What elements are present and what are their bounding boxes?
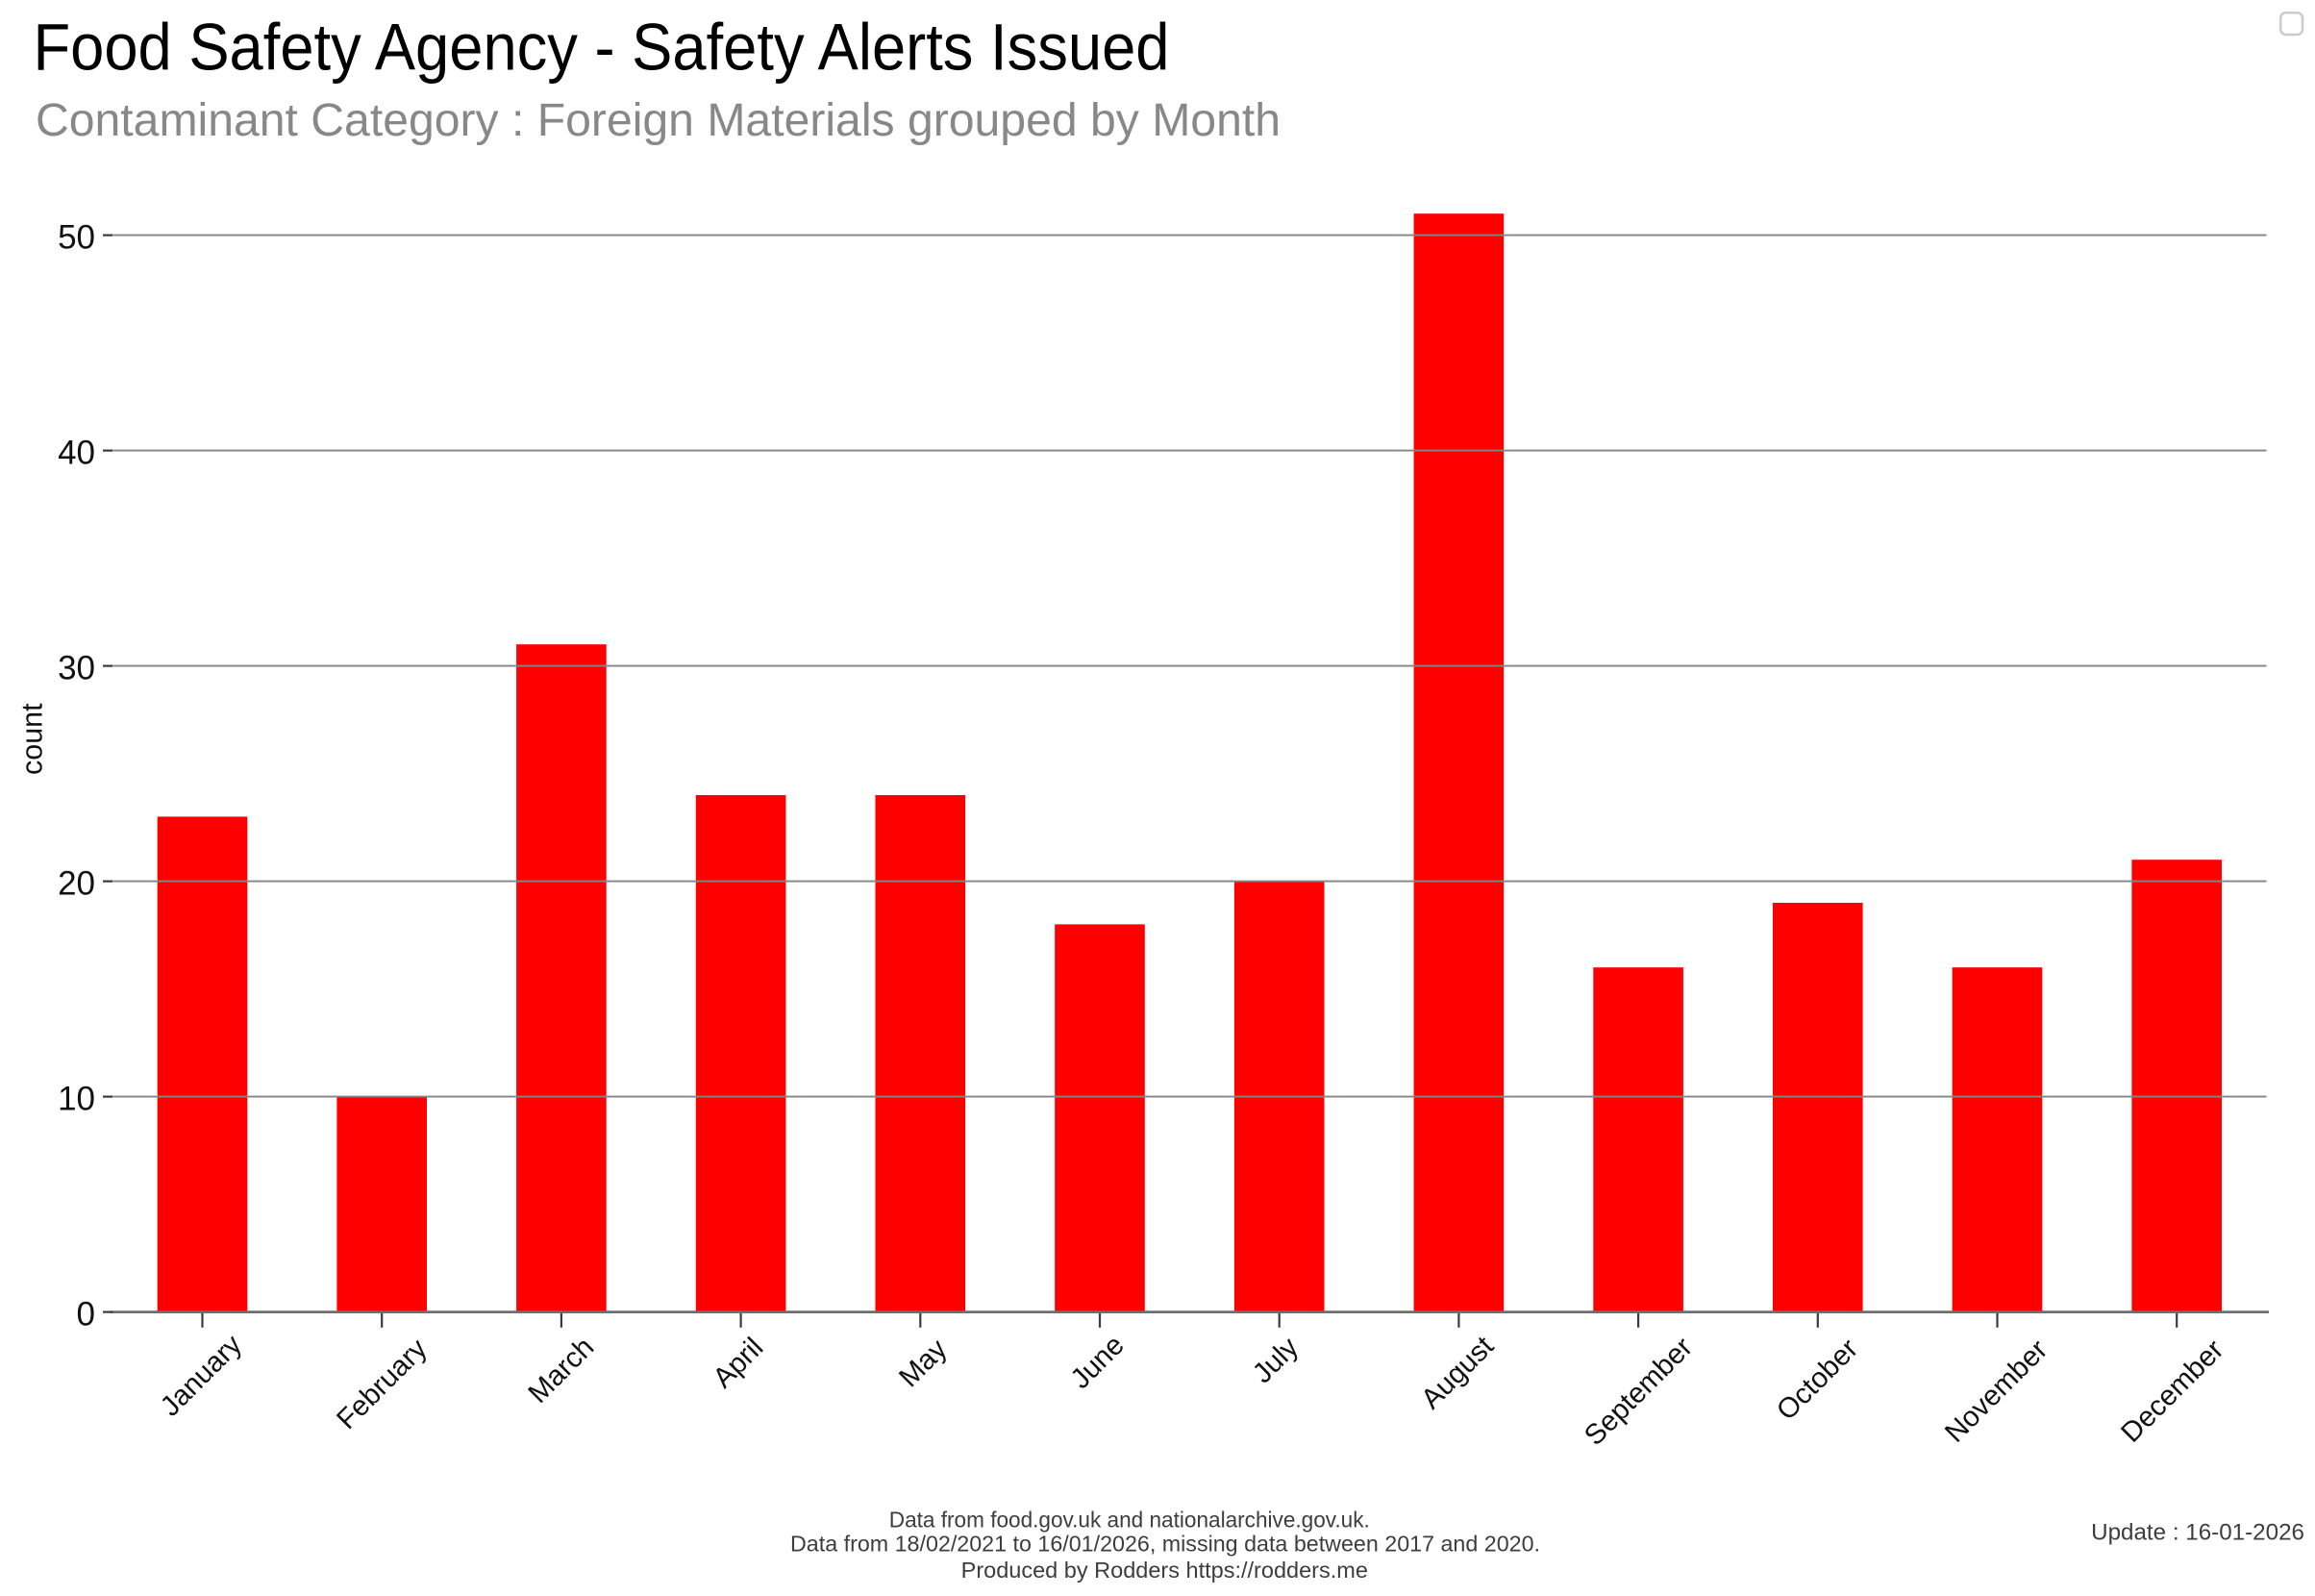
svg-text:40: 40 xyxy=(58,435,95,472)
svg-text:Contaminant Category : Foreign: Contaminant Category : Foreign Materials… xyxy=(36,94,1281,146)
svg-text:count: count xyxy=(16,703,49,775)
svg-text:Produced by Rodders https://ro: Produced by Rodders https://rodders.me xyxy=(961,1558,1368,1583)
svg-text:Data from food.gov.uk and nati: Data from food.gov.uk and nationalarchiv… xyxy=(889,1508,1370,1533)
svg-text:Update : 16-01-2026: Update : 16-01-2026 xyxy=(2091,1520,2304,1546)
svg-text:50: 50 xyxy=(58,219,95,257)
svg-text:Data from 18/02/2021 to 16/01/: Data from 18/02/2021 to 16/01/2026, miss… xyxy=(790,1532,1540,1557)
svg-text:30: 30 xyxy=(58,650,95,687)
svg-text:20: 20 xyxy=(58,865,95,903)
svg-text:Food Safety Agency - Safety Al: Food Safety Agency - Safety Alerts Issue… xyxy=(34,10,1170,84)
svg-text:10: 10 xyxy=(58,1081,95,1118)
svg-text:0: 0 xyxy=(77,1296,95,1334)
